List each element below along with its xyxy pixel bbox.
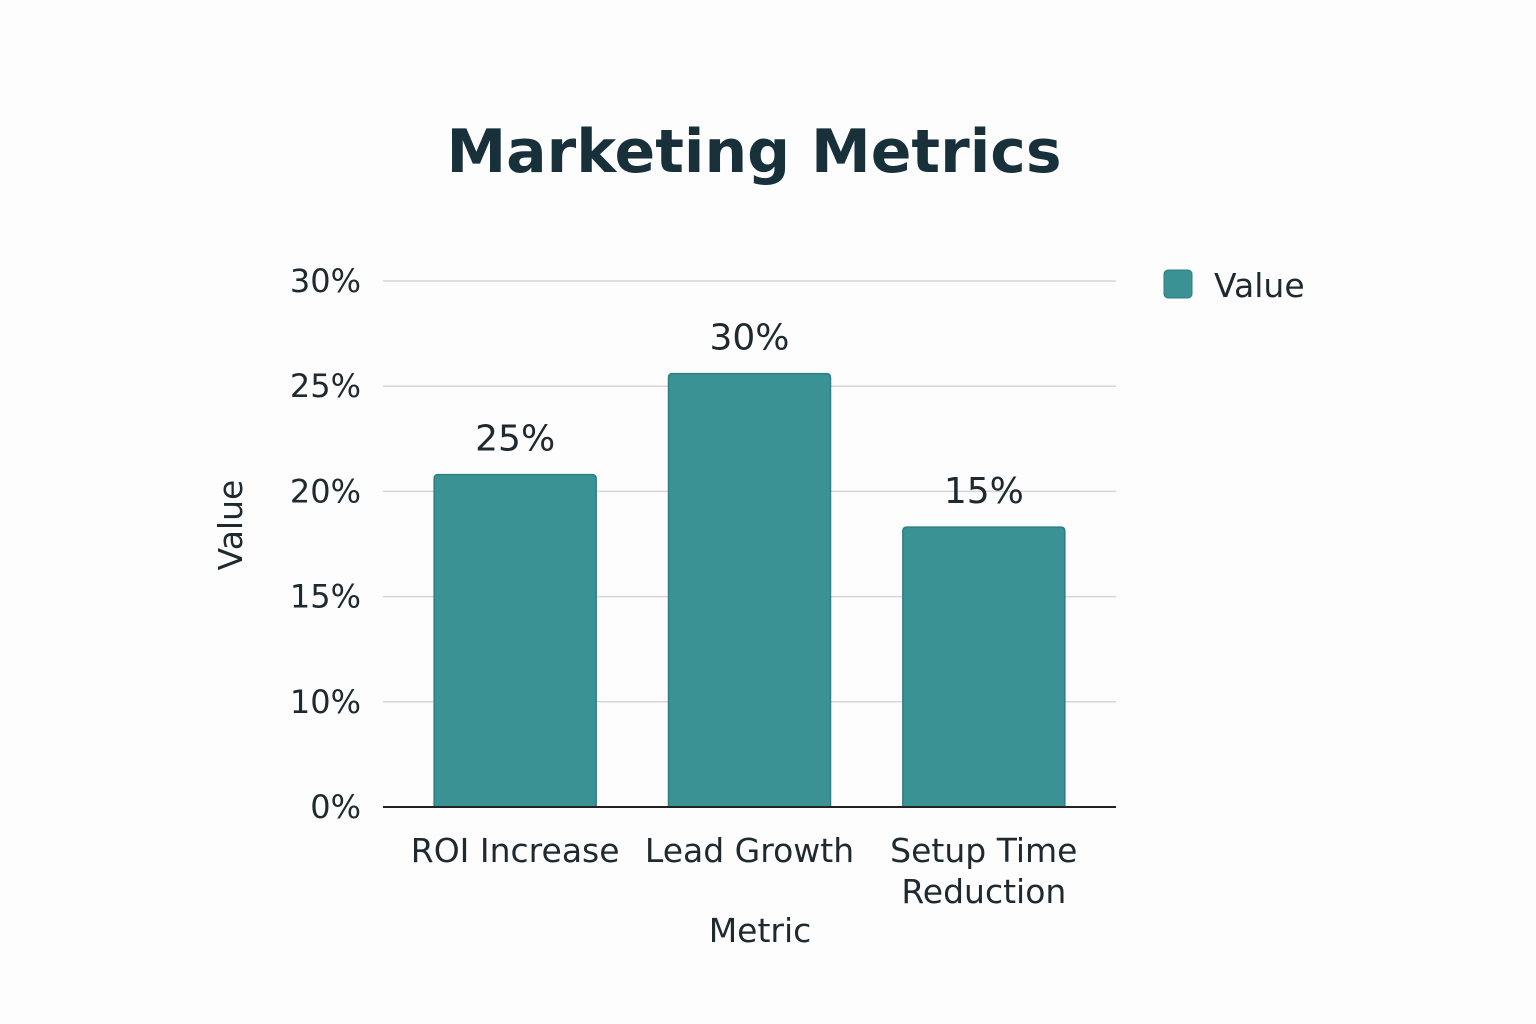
y-tick-label: 30%: [290, 262, 361, 300]
data-label: 25%: [475, 419, 555, 460]
y-tick-label: 10%: [290, 683, 361, 721]
y-tick-label: 0%: [310, 788, 361, 826]
y-axis-ticks: 0% 10% 15% 20% 25% 30%: [290, 262, 361, 826]
y-tick-label: 15%: [290, 578, 361, 616]
y-axis-title: Value: [211, 480, 250, 571]
bar: [667, 372, 832, 808]
data-label: 30%: [709, 318, 789, 359]
bar: [433, 473, 597, 808]
legend-label: Value: [1214, 266, 1305, 305]
x-axis-labels: ROI Increase Lead Growth Setup TimeReducti…: [411, 831, 1078, 911]
x-tick-label: Setup Time: [890, 831, 1077, 870]
legend-swatch: [1163, 269, 1193, 299]
chart-title: Marketing Metrics: [446, 117, 1061, 187]
y-tick-label: 25%: [290, 367, 361, 405]
x-axis-title: Metric: [709, 911, 812, 950]
x-tick-label: Lead Growth: [645, 831, 854, 870]
bars: 25% 30% 15%: [433, 318, 1066, 808]
y-tick-label: 20%: [290, 472, 361, 510]
x-tick-label: ROI Increase: [411, 831, 620, 870]
bar: [902, 526, 1066, 808]
data-label: 15%: [944, 471, 1024, 512]
legend: Value: [1163, 266, 1305, 305]
x-tick-label: Reduction: [901, 872, 1066, 911]
